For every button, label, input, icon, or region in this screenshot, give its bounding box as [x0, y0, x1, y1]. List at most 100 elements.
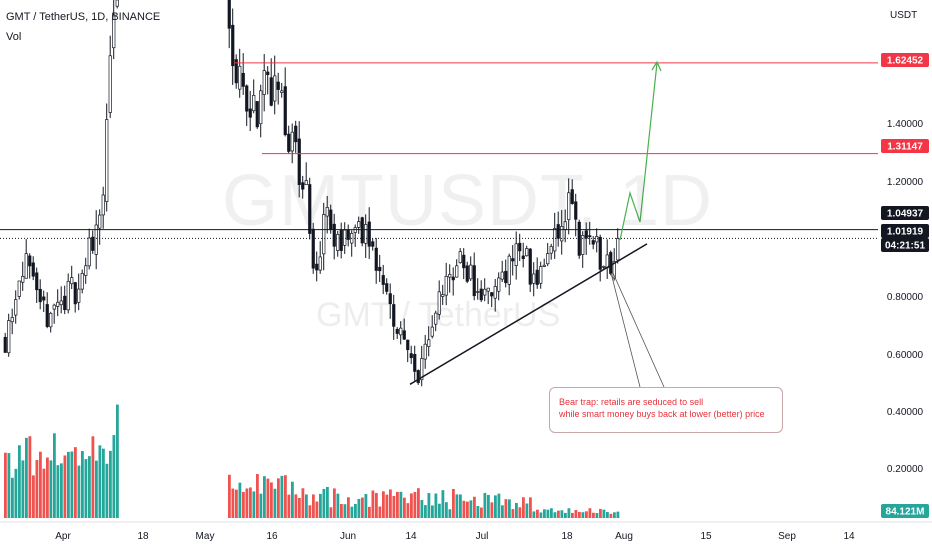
candle-body [448, 274, 452, 278]
volume-bar [504, 499, 508, 518]
volume-bar [333, 488, 336, 518]
candle-body [108, 55, 112, 113]
candle-body [560, 226, 564, 242]
volume-bar [550, 508, 553, 518]
candle-body [98, 214, 102, 229]
candle-body [374, 247, 378, 271]
candle-body [490, 292, 494, 297]
candle-body [325, 207, 329, 217]
candle-body [252, 95, 256, 112]
candle-body [588, 235, 592, 237]
candle-body [567, 192, 571, 221]
volume-bar [266, 478, 270, 518]
volume-bar [305, 494, 308, 518]
candle-body [283, 86, 287, 136]
price-badge-label: 04:21:51 [885, 241, 925, 252]
volume-bar [595, 512, 599, 518]
candle-body [59, 300, 63, 306]
candle-body [371, 241, 375, 247]
candle-body [290, 131, 294, 152]
candle-body [399, 327, 403, 336]
volume-bar [480, 507, 483, 518]
volume-bar [392, 495, 396, 518]
volume-bar [494, 495, 497, 518]
volume-bar [497, 493, 501, 518]
candle-body [409, 353, 413, 359]
candle-body [388, 293, 392, 305]
volume-bar [571, 512, 574, 518]
volume-bar [536, 509, 539, 518]
volume-bar [522, 497, 525, 518]
symbol-title[interactable]: GMT / TetherUS, 1D, BINANCE [6, 11, 161, 23]
volume-bar [11, 477, 14, 518]
volume-bar [553, 512, 557, 518]
candle-body [3, 336, 7, 353]
volume-bar [564, 512, 567, 518]
volume-bar [291, 481, 294, 518]
price-badge-label: 84.121M [886, 507, 925, 518]
bear-trap-callout[interactable]: Bear trap: retails are seduced to sell w… [549, 387, 783, 433]
callout-line-1: Bear trap: retails are seduced to sell [559, 397, 704, 407]
volume-bar [109, 450, 112, 518]
projection-arrowhead [651, 60, 662, 72]
price-badge [881, 206, 929, 220]
candle-body [105, 119, 109, 202]
candle-body [434, 312, 438, 325]
candle-body [469, 264, 473, 280]
volume-bar [238, 482, 242, 518]
price-tick-label: 0.60000 [887, 350, 924, 361]
volume-bar [21, 460, 25, 518]
candle-body [504, 270, 508, 284]
volume-bar [609, 513, 613, 518]
candle-body [416, 370, 420, 383]
volume-bar [459, 494, 462, 518]
volume-bar [613, 512, 616, 518]
candle-body [514, 243, 518, 266]
candle-body [479, 288, 483, 301]
volume-legend[interactable]: Vol [6, 31, 22, 43]
candle-body [297, 138, 301, 185]
candle-body [535, 269, 539, 285]
volume-bar [389, 489, 392, 518]
candle-body [28, 255, 32, 267]
volume-bar [616, 511, 620, 518]
volume-bar [326, 487, 329, 518]
volume-bar [588, 508, 592, 518]
price-badge [881, 504, 929, 518]
candle-body [497, 277, 501, 292]
volume-bar [277, 478, 280, 518]
volume-bar [249, 487, 252, 518]
time-tick-label: 18 [561, 531, 573, 542]
volume-bar [340, 503, 343, 518]
time-tick-label: Apr [55, 531, 71, 542]
volume-bar [81, 451, 84, 518]
candle-body [570, 189, 574, 204]
candle-body [35, 272, 39, 291]
volume-bar [368, 506, 371, 518]
candle-body [259, 90, 263, 125]
volume-bar [84, 459, 88, 518]
time-tick-label: 18 [137, 531, 149, 542]
candle-body [308, 184, 312, 234]
volume-bar [473, 496, 476, 518]
volume-bar [567, 508, 571, 518]
candle-body [45, 304, 49, 327]
candle-body [70, 277, 74, 285]
time-tick-label: Sep [778, 531, 796, 542]
volume-bar [7, 453, 11, 518]
candle-body [276, 81, 280, 90]
candle-body [595, 236, 599, 243]
candle-body [521, 255, 525, 259]
volume-bar [347, 497, 350, 518]
candle-body [528, 248, 532, 285]
volume-bar [382, 491, 385, 518]
candle-body [357, 221, 361, 228]
time-tick-label: Jul [476, 531, 489, 542]
candle-body [63, 295, 67, 311]
candle-body [84, 265, 88, 276]
watermark-pair: GMT / TetherUS [316, 296, 561, 334]
candle-body [255, 101, 259, 128]
volume-bar [434, 493, 438, 518]
